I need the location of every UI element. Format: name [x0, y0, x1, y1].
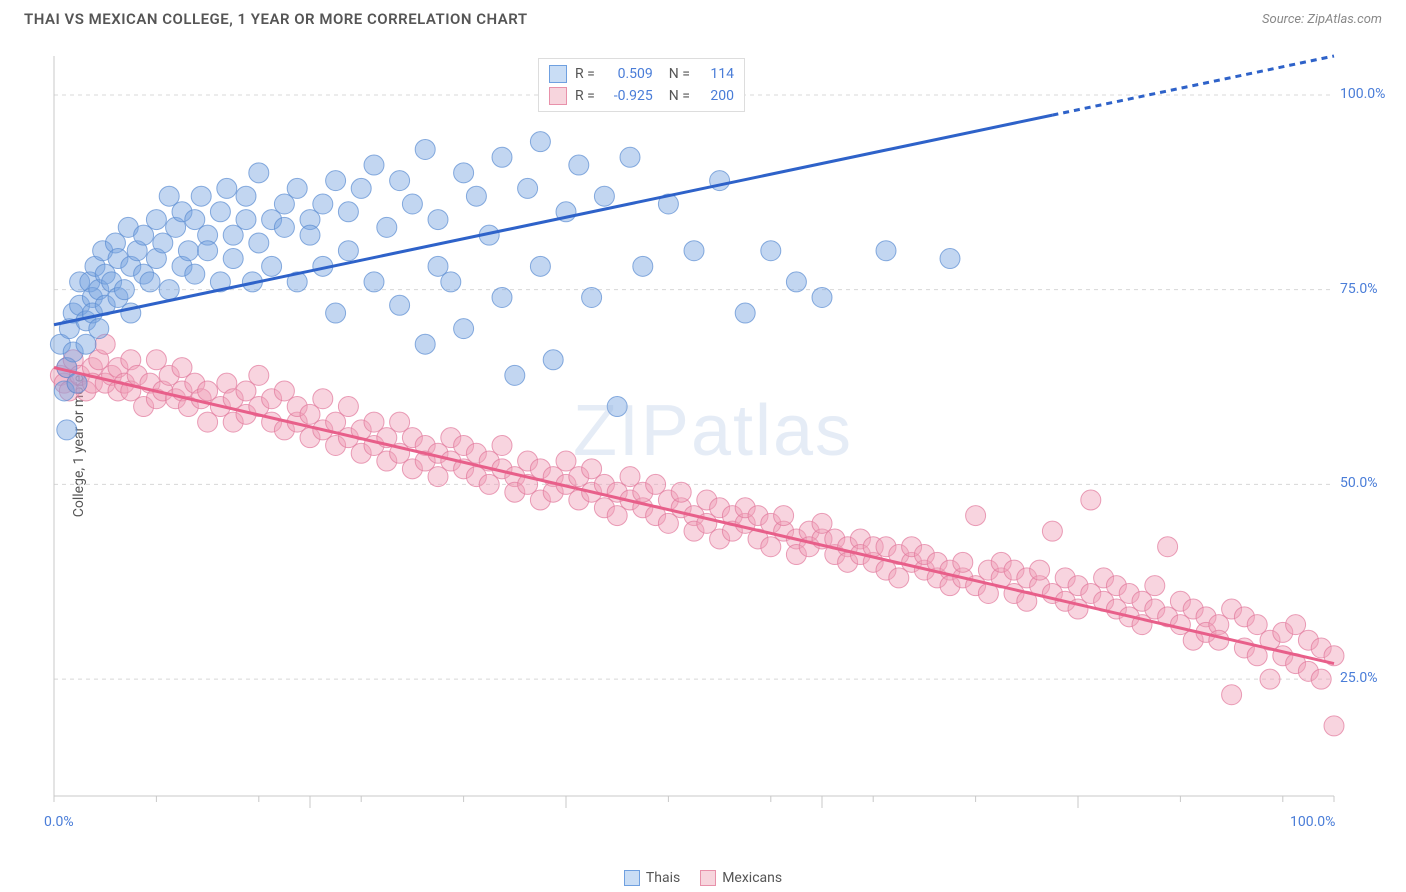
y-tick-label: 25.0% [1340, 670, 1378, 686]
legend-swatch-thais [624, 870, 640, 886]
stats-n-label: N = [669, 88, 690, 104]
y-tick-label: 100.0% [1340, 86, 1385, 102]
stats-box: R = 0.509 N = 114 R = -0.925 N = 200 [538, 58, 745, 112]
stats-r-label: R = [575, 66, 595, 82]
legend-item-mexicans: Mexicans [700, 870, 782, 886]
stats-n-value: 200 [698, 88, 734, 104]
x-tick-label-right: 100.0% [1290, 814, 1335, 830]
x-tick-label-left: 0.0% [44, 814, 74, 830]
legend-swatch-mexicans [700, 870, 716, 886]
legend-label-mexicans: Mexicans [722, 870, 782, 886]
stats-r-label: R = [575, 88, 595, 104]
title-bar: THAI VS MEXICAN COLLEGE, 1 YEAR OR MORE … [0, 0, 1406, 34]
stats-n-label: N = [669, 66, 690, 82]
y-tick-label: 75.0% [1340, 281, 1378, 297]
stats-swatch [549, 65, 567, 83]
stats-row: R = 0.509 N = 114 [549, 63, 734, 85]
chart-container: THAI VS MEXICAN COLLEGE, 1 YEAR OR MORE … [0, 0, 1406, 892]
stats-r-value: 0.509 [603, 66, 653, 82]
y-tick-label: 50.0% [1340, 475, 1378, 491]
scatter-chart [48, 46, 1378, 816]
chart-area: ZIPatlas R =0.509N =114R =-0.925N =200 2… [48, 46, 1378, 816]
stats-n-value: 114 [698, 66, 734, 82]
chart-title: THAI VS MEXICAN COLLEGE, 1 YEAR OR MORE … [24, 10, 528, 28]
footer-legend: Thais Mexicans [0, 870, 1406, 886]
stats-row: R = -0.925 N = 200 [549, 85, 734, 107]
legend-label-thais: Thais [646, 870, 680, 886]
stats-r-value: -0.925 [603, 88, 653, 104]
legend-item-thais: Thais [624, 870, 680, 886]
stats-swatch [549, 87, 567, 105]
source-credit: Source: ZipAtlas.com [1262, 12, 1382, 27]
